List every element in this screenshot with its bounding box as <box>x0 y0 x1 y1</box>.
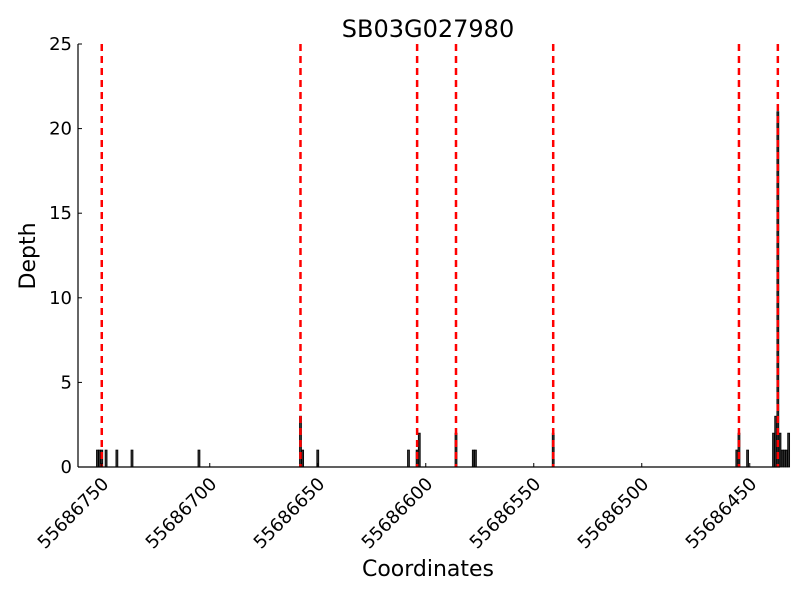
depth-bar <box>407 449 410 468</box>
depth-bar <box>130 449 134 468</box>
x-axis-label: Coordinates <box>362 557 494 582</box>
y-ticks: 0 5 10 15 20 25 <box>49 34 82 478</box>
axes-layer <box>77 44 780 468</box>
depth-bar <box>96 449 99 468</box>
chart-title: SB03G027980 <box>342 15 514 43</box>
depth-bar <box>104 449 108 468</box>
depth-bar <box>774 415 778 468</box>
depth-bar <box>474 449 477 468</box>
depth-bar <box>98 449 101 468</box>
depth-bar <box>197 449 201 468</box>
depth-bar <box>785 449 788 468</box>
depth-bar <box>780 449 784 468</box>
y-tick-label: 20 <box>49 119 72 140</box>
depth-bar <box>735 449 739 468</box>
depth-bar <box>454 432 458 468</box>
y-tick-label: 25 <box>49 34 72 55</box>
depth-bar <box>417 432 421 468</box>
depth-bar <box>787 432 791 468</box>
y-tick-label: 0 <box>61 457 72 478</box>
y-tick-label: 15 <box>49 203 72 224</box>
y-tick-label: 10 <box>49 288 72 309</box>
markers-layer <box>100 44 780 467</box>
depth-bar <box>551 432 555 468</box>
depth-bar <box>737 432 741 468</box>
depth-bar <box>301 449 305 468</box>
depth-bar <box>778 432 782 468</box>
y-axis-label: Depth <box>16 222 41 289</box>
depth-bar <box>471 449 475 468</box>
depth-bar <box>115 449 119 468</box>
y-tick-label: 5 <box>61 372 72 393</box>
depth-bar <box>746 449 749 468</box>
depth-bar <box>772 432 775 468</box>
depth-bar <box>782 449 786 468</box>
